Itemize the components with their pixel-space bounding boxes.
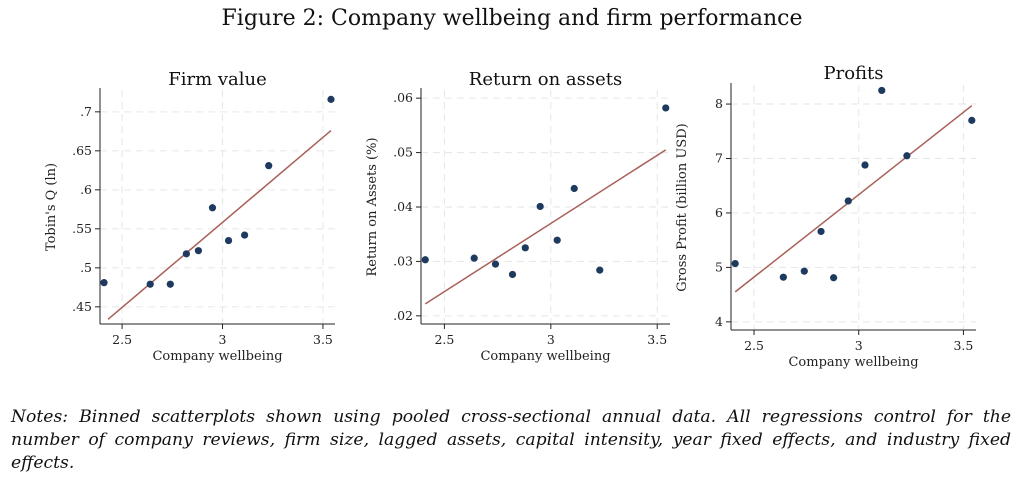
chart0-point-0 bbox=[100, 279, 108, 287]
chart1-ytick-label-0: .02 bbox=[393, 308, 413, 323]
chart1-point-7 bbox=[570, 184, 578, 193]
chart0-point-9 bbox=[327, 95, 335, 103]
chart2-point-7 bbox=[878, 86, 886, 95]
chart2-ylabel: Gross Profit (billion USD) bbox=[675, 123, 690, 291]
chart2-point-6 bbox=[861, 161, 869, 169]
chart2-title: Profits bbox=[823, 63, 883, 84]
chart0-point-4 bbox=[194, 247, 203, 255]
chart2-point-8 bbox=[903, 152, 911, 160]
chart2-point-3 bbox=[817, 227, 825, 236]
chart1-xtick-label-1: 3 bbox=[547, 332, 555, 347]
chart-profits-svg: Profits 4 5 6 7 8 2.5 3 3.5 Company wellbeing Gros… bbox=[675, 63, 976, 370]
chart-firm-value-svg: Firm value .45 .5 .55 .6 .65 .7 2.5 3 3.5 Company … bbox=[44, 69, 335, 364]
chart2-ytick-label-4: 8 bbox=[715, 96, 723, 111]
chart1-ylabel: Return on Assets (%) bbox=[365, 137, 380, 276]
chart0-point-1 bbox=[146, 280, 154, 288]
chart0-fit-line bbox=[107, 129, 332, 320]
chart1-ytick-label-4: .06 bbox=[393, 90, 413, 105]
chart0-title: Firm value bbox=[168, 69, 267, 90]
chart0-xtick-label-0: 2.5 bbox=[112, 332, 132, 347]
chart0-point-6 bbox=[224, 236, 233, 245]
chart2-ytick-label-1: 5 bbox=[715, 259, 723, 274]
chart1-point-5 bbox=[536, 202, 544, 211]
chart0-point-3 bbox=[182, 250, 190, 258]
chart0-ytick-label-4: .65 bbox=[72, 143, 92, 158]
chart0-xlabel: Company wellbeing bbox=[152, 349, 282, 364]
chart1-ytick-label-1: .03 bbox=[393, 253, 413, 268]
chart0-point-8 bbox=[265, 162, 273, 170]
chart1-title: Return on assets bbox=[469, 69, 622, 90]
chart2-ytick-label-0: 4 bbox=[715, 314, 723, 329]
chart0-ytick-label-5: .7 bbox=[80, 104, 92, 119]
chart-return-on-assets-svg: Return on assets .02 .03 .04 .05 .06 2.5 3 3.5 Co… bbox=[365, 69, 670, 364]
chart1-point-0 bbox=[421, 256, 429, 264]
chart2-point-9 bbox=[968, 116, 976, 124]
chart2-xlabel: Company wellbeing bbox=[788, 355, 918, 370]
chart2-point-4 bbox=[830, 274, 838, 282]
chart0-point-5 bbox=[208, 204, 217, 212]
chart2-point-5 bbox=[844, 197, 852, 205]
chart1-point-3 bbox=[508, 270, 517, 279]
chart1-ytick-label-3: .05 bbox=[393, 145, 413, 160]
chart0-xtick-label-2: 3.5 bbox=[313, 332, 333, 347]
chart0-ytick-label-3: .6 bbox=[80, 182, 92, 197]
chart0-ylabel: Tobin's Q (ln) bbox=[44, 163, 59, 251]
chart1-point-6 bbox=[553, 236, 561, 244]
chart1-xtick-label-2: 3.5 bbox=[647, 332, 667, 347]
chart0-ytick-label-2: .55 bbox=[72, 221, 92, 236]
figure-notes: Notes: Binned scatterplots shown using p… bbox=[11, 407, 1011, 473]
chart2-ytick-label-3: 7 bbox=[715, 151, 723, 166]
chart-firm-value: Firm value .45 .5 .55 .6 .65 .7 2.5 3 3.5 Company … bbox=[30, 60, 340, 390]
chart1-point-8 bbox=[596, 266, 604, 274]
chart2-xtick-label-2: 3.5 bbox=[953, 338, 973, 353]
chart1-point-9 bbox=[662, 104, 670, 112]
chart2-point-0 bbox=[731, 259, 739, 268]
chart0-ytick-label-1: .5 bbox=[80, 260, 92, 275]
chart0-ytick-label-0: .45 bbox=[72, 299, 92, 314]
chart2-xtick-label-1: 3 bbox=[855, 338, 863, 353]
chart1-fit-line bbox=[424, 149, 667, 305]
figure-title: Figure 2: Company wellbeing and firm per… bbox=[221, 6, 803, 31]
chart0-point-7 bbox=[241, 231, 249, 239]
chart0-point-2 bbox=[166, 280, 174, 288]
chart2-fit-line bbox=[734, 105, 973, 293]
chart1-ytick-label-2: .04 bbox=[393, 199, 413, 214]
chart2-point-2 bbox=[800, 267, 808, 275]
chart2-point-1 bbox=[779, 273, 787, 281]
chart0-xtick-label-1: 3 bbox=[219, 332, 227, 347]
chart2-xtick-label-0: 2.5 bbox=[744, 338, 764, 353]
chart1-point-1 bbox=[470, 254, 478, 262]
chart1-xtick-label-0: 2.5 bbox=[434, 332, 454, 347]
chart1-point-4 bbox=[521, 244, 529, 252]
chart1-point-2 bbox=[491, 260, 500, 268]
chart-profits: Profits 4 5 6 7 8 2.5 3 3.5 Company wellbeing Gros… bbox=[675, 60, 990, 390]
chart2-ytick-label-2: 6 bbox=[715, 205, 723, 220]
chart1-xlabel: Company wellbeing bbox=[480, 349, 610, 364]
chart-return-on-assets: Return on assets .02 .03 .04 .05 .06 2.5 3 3.5 Co… bbox=[355, 60, 675, 390]
